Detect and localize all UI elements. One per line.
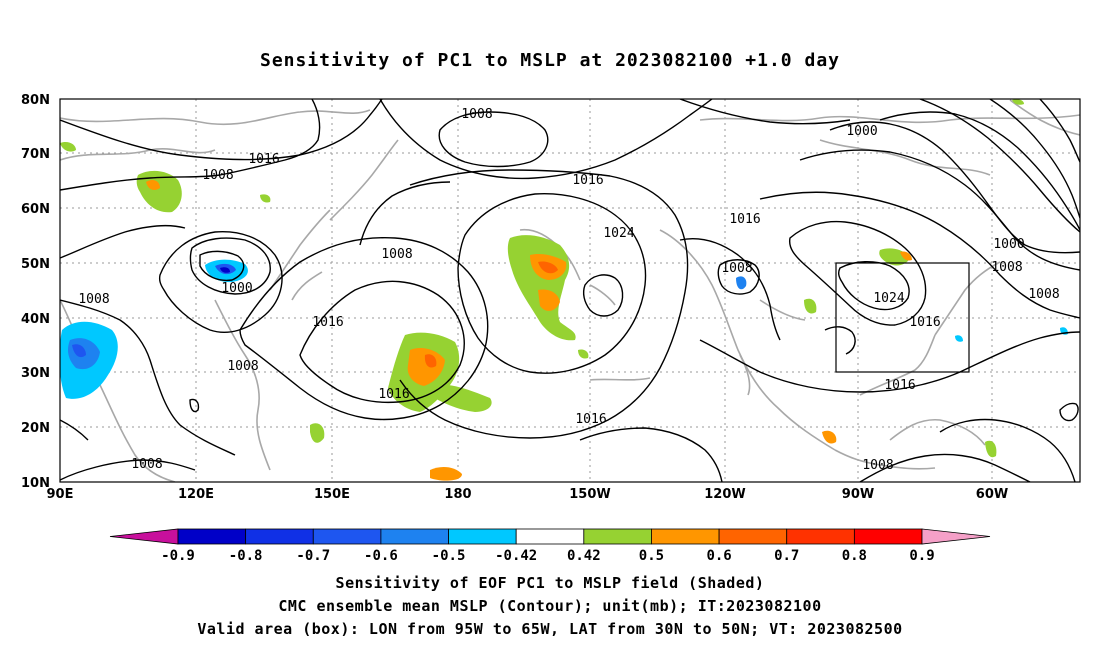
colorbar-tick-label: -0.42 xyxy=(495,548,537,564)
contour-label: 1016 xyxy=(248,152,279,167)
contour-label: 1008 xyxy=(461,107,492,122)
lat-label: 40N xyxy=(21,312,50,327)
colorbar-swatch xyxy=(448,528,517,545)
valid-area-box xyxy=(835,262,970,373)
lat-label: 80N xyxy=(21,93,50,108)
contour-label: 1000 xyxy=(221,281,252,296)
colorbar-swatch xyxy=(786,528,855,545)
colorbar-arrow-high xyxy=(921,528,991,545)
caption-shaded: Sensitivity of EOF PC1 to MSLP field (Sh… xyxy=(335,574,765,592)
lat-label: 30N xyxy=(21,366,50,381)
contour-label: 1016 xyxy=(378,387,409,402)
lon-label: 150W xyxy=(569,487,610,502)
lon-label: 60W xyxy=(976,487,1008,502)
colorbar-swatch xyxy=(853,528,923,545)
colorbar-swatch xyxy=(718,528,788,545)
map-frame xyxy=(60,99,1080,482)
contour-label: 1016 xyxy=(575,412,606,427)
colorbar-tick-label: -0.7 xyxy=(296,548,330,564)
colorbar-labels: -0.9 -0.8 -0.7 -0.6 -0.5 -0.42 0.42 0.5 0.6 0.7 0.… xyxy=(161,548,935,564)
contour-label: 1016 xyxy=(572,173,603,188)
colorbar-tick-label: 0.42 xyxy=(567,548,601,564)
colorbar-tick-label: 0.7 xyxy=(774,548,799,564)
contour-label: 1008 xyxy=(721,261,752,276)
contour-label: 1008 xyxy=(131,457,162,472)
colorbar-swatch xyxy=(651,528,720,545)
contour-label: 1016 xyxy=(884,378,915,393)
colorbar-tick-label: 0.6 xyxy=(706,548,731,564)
contour-label: 1008 xyxy=(381,247,412,262)
colorbar-swatch xyxy=(177,528,247,545)
contour-label: 1008 xyxy=(991,260,1022,275)
colorbar-tick-label: -0.8 xyxy=(229,548,263,564)
lat-label: 70N xyxy=(21,147,50,162)
lon-label: 90W xyxy=(842,487,874,502)
contour-label: 1016 xyxy=(909,315,940,330)
colorbar xyxy=(109,528,991,545)
caption-valid-area: Valid area (box): LON from 95W to 65W, L… xyxy=(197,620,903,638)
contour-label: 1024 xyxy=(873,291,904,306)
lon-label: 90E xyxy=(47,487,74,502)
contour-label: 1008 xyxy=(78,292,109,307)
colorbar-tick-label: -0.9 xyxy=(161,548,195,564)
contour-label: 1016 xyxy=(312,315,343,330)
contour-label: 1008 xyxy=(862,458,893,473)
contour-label: 1016 xyxy=(729,212,760,227)
contour-label: 1008 xyxy=(1028,287,1059,302)
lon-label: 150E xyxy=(314,487,350,502)
lon-label: 120W xyxy=(704,487,745,502)
lon-label: 120E xyxy=(178,487,214,502)
contour-label: 1000 xyxy=(993,237,1024,252)
colorbar-arrow-low xyxy=(109,528,179,545)
lat-label: 10N xyxy=(21,476,50,491)
colorbar-tick-label: 0.5 xyxy=(639,548,664,564)
colorbar-tick-label: 0.8 xyxy=(842,548,867,564)
colorbar-swatch xyxy=(245,528,314,545)
colorbar-swatch xyxy=(583,528,652,545)
lon-label: 180 xyxy=(444,487,471,502)
longitude-labels: 90E 120E 150E 180 150W 120W 90W 60W xyxy=(47,487,1009,502)
colorbar-swatch xyxy=(515,528,585,545)
colorbar-swatch xyxy=(312,528,382,545)
lat-label: 50N xyxy=(21,257,50,272)
contour-label: 1008 xyxy=(202,168,233,183)
lat-label: 60N xyxy=(21,202,50,217)
lat-label: 20N xyxy=(21,421,50,436)
contour-label: 1024 xyxy=(603,226,634,241)
map-title: Sensitivity of PC1 to MSLP at 2023082100… xyxy=(259,50,840,71)
contour-label-group: 1008 1016 1008 1016 1008 1000 1024 1016 … xyxy=(78,107,1059,473)
contour-label: 1000 xyxy=(846,124,877,139)
colorbar-tick-label: 0.9 xyxy=(909,548,934,564)
contour-label: 1008 xyxy=(227,359,258,374)
latitude-labels: 80N 70N 60N 50N 40N 30N 20N 10N xyxy=(21,93,50,491)
map-border xyxy=(59,98,1081,483)
mslp-contours xyxy=(60,99,1080,482)
caption-contour: CMC ensemble mean MSLP (Contour); unit(m… xyxy=(278,597,822,615)
sensitivity-shading xyxy=(60,99,1068,481)
colorbar-tick-label: -0.6 xyxy=(364,548,398,564)
colorbar-tick-label: -0.5 xyxy=(432,548,466,564)
colorbar-swatch xyxy=(380,528,449,545)
